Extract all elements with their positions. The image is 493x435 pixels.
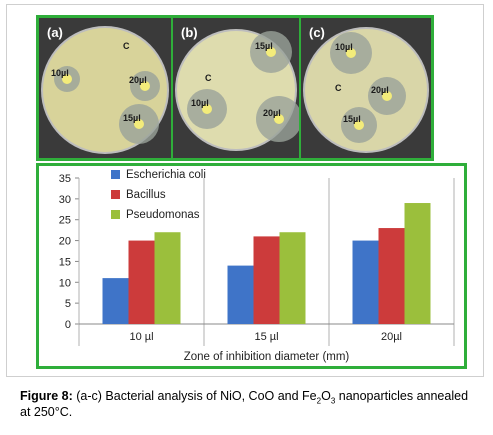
figure-caption: Figure 8: (a-c) Bacterial analysis of Ni… [20, 388, 470, 420]
x-axis-label: Zone of inhibition diameter (mm) [184, 351, 350, 363]
panel-c: 10µl C 20µl 15µl (c) [301, 18, 431, 158]
well [266, 47, 276, 57]
caption-text-1: (a-c) Bacterial analysis of NiO, CoO and… [72, 389, 317, 403]
legend-label: Escherichia coli [126, 169, 206, 181]
caption-sub-2: 3 [330, 396, 336, 406]
caption-figure-label: Figure 8: [20, 389, 73, 403]
panel-label-a: (a) [47, 25, 63, 40]
category-label: 20µl [381, 331, 402, 343]
bar [102, 278, 129, 324]
well-label: 10µl [191, 98, 209, 108]
caption-text-2: O [321, 389, 331, 403]
well-label: 15µl [255, 41, 273, 51]
legend-swatch [111, 190, 120, 199]
bar [279, 232, 306, 324]
bar [404, 203, 431, 324]
y-tick-label: 5 [65, 298, 71, 310]
bar-chart: 0 5 10 15 20 25 30 35 10 µl 15 µl 20µl Zone of inhi… [59, 169, 455, 363]
well-label: 20µl [371, 85, 389, 95]
y-tick-label: 15 [59, 256, 71, 268]
petri-dish-a: C 10µl 20µl 15µl [41, 26, 169, 154]
well [274, 114, 284, 124]
panel-label-c: (c) [309, 25, 325, 40]
well [62, 74, 72, 84]
well-label: 20µl [129, 75, 147, 85]
well [140, 81, 150, 91]
bar-chart-container: 0 5 10 15 20 25 30 35 10 µl 15 µl 20µl Zone of inhi… [36, 163, 467, 369]
well [346, 48, 356, 58]
well-label: 10µl [51, 68, 69, 78]
y-tick-label: 20 [59, 236, 71, 248]
well-label: 15µl [343, 114, 361, 124]
bar [154, 232, 181, 324]
well-label: 15µl [123, 113, 141, 123]
well-label: 20µl [263, 108, 281, 118]
y-tick-label: 30 [59, 194, 71, 206]
well [134, 119, 144, 129]
legend-label: Bacillus [126, 189, 166, 201]
caption-text-3: nanoparticles annealed at 250°C. [20, 389, 469, 419]
well [354, 120, 364, 130]
well-label: C [123, 41, 130, 51]
caption-sub-1: 2 [316, 396, 322, 406]
legend-label: Pseudomonas [126, 209, 200, 221]
well-label: C [335, 83, 342, 93]
bar [352, 240, 379, 324]
panel-b: 15µl C 10µl 20µl (b) [173, 18, 299, 158]
petri-dish-photos: C 10µl 20µl 15µl (a) 15µl C 10µl 20µl (b) 10µl… [36, 15, 434, 161]
well [202, 104, 212, 114]
well [382, 91, 392, 101]
petri-dish-c: 10µl C 20µl 15µl [303, 27, 429, 153]
bar [128, 240, 155, 324]
legend-swatch [111, 210, 120, 219]
y-tick-label: 25 [59, 215, 71, 227]
panel-a: C 10µl 20µl 15µl (a) [39, 18, 171, 158]
petri-dish-b: 15µl C 10µl 20µl [175, 29, 299, 151]
well-label: C [205, 73, 212, 83]
bar [253, 236, 280, 324]
y-tick-label: 35 [59, 173, 71, 185]
y-tick-label: 10 [59, 277, 71, 289]
category-label: 10 µl [129, 331, 153, 343]
well-label: 10µl [335, 42, 353, 52]
panel-label-b: (b) [181, 25, 198, 40]
bar [378, 228, 405, 324]
category-label: 15 µl [254, 331, 278, 343]
bar [227, 265, 254, 324]
legend-swatch [111, 170, 120, 179]
y-tick-label: 0 [65, 319, 71, 331]
